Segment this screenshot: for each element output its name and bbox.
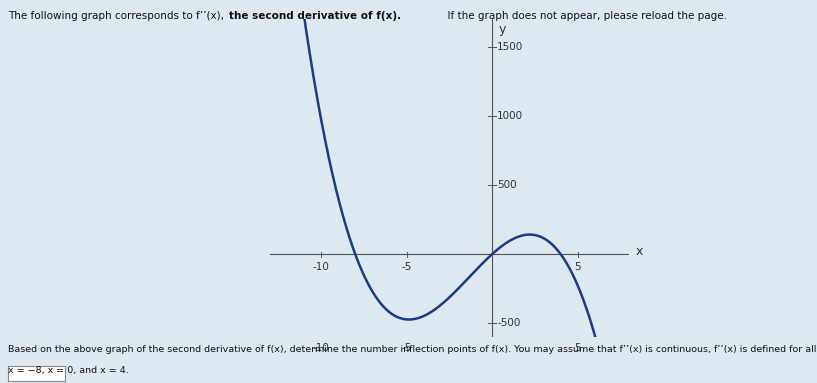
Text: -10: -10 [313,342,329,353]
Text: -10: -10 [313,262,329,272]
Text: Based on the above graph of the second derivative of f(x), determine the number : Based on the above graph of the second d… [8,345,817,354]
Text: 1000: 1000 [498,111,524,121]
Text: the second derivative of f(x).: the second derivative of f(x). [229,11,401,21]
Text: x = −8, x = 0, and x = 4.: x = −8, x = 0, and x = 4. [8,366,129,375]
Text: x: x [636,245,643,258]
Text: 5: 5 [574,262,581,272]
Text: -500: -500 [498,318,520,328]
Text: 500: 500 [498,180,517,190]
Text: y: y [499,23,507,36]
Text: 5: 5 [574,342,581,353]
Text: -5: -5 [401,262,412,272]
Text: -5: -5 [401,342,412,353]
Text: If the graph does not appear, please reload the page.: If the graph does not appear, please rel… [441,11,727,21]
Text: The following graph corresponds to f’’(x),: The following graph corresponds to f’’(x… [8,11,230,21]
Text: 1500: 1500 [498,42,524,52]
